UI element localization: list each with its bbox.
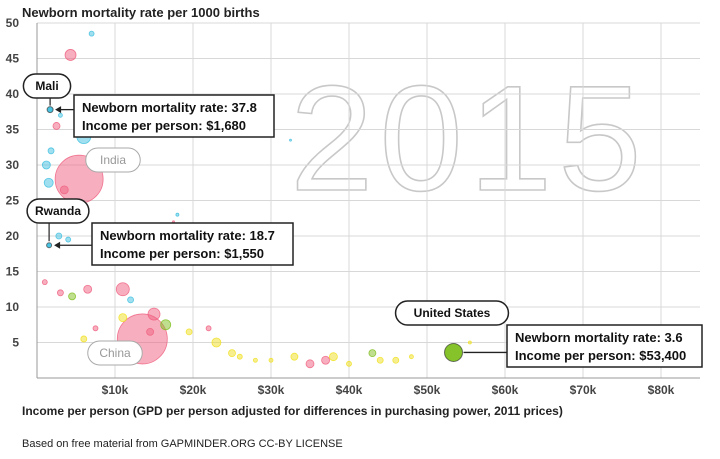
callouts: Mali Newborn mortality rate: 37.8 Income p… xyxy=(22,73,703,368)
data-point xyxy=(368,349,377,358)
data-point xyxy=(59,185,69,195)
y-tick-label: 35 xyxy=(6,123,20,137)
mali-arrow-head xyxy=(55,106,62,114)
data-point xyxy=(228,349,236,358)
data-point xyxy=(185,328,193,336)
data-point xyxy=(289,138,292,142)
rwanda-info-line: Newborn mortality rate: 18.7 xyxy=(100,228,275,243)
data-point xyxy=(252,357,258,363)
data-point xyxy=(236,353,243,360)
source-credit: Based on free material from GAPMINDER.OR… xyxy=(22,438,343,450)
data-point xyxy=(46,106,54,114)
data-point xyxy=(41,279,48,286)
data-point xyxy=(47,147,55,155)
y-tick-label: 10 xyxy=(6,300,20,314)
chart-title: Newborn mortality rate per 1000 births xyxy=(22,5,260,20)
y-axis: 5 10 15 20 25 30 35 40 45 50 xyxy=(6,16,20,350)
y-tick-label: 25 xyxy=(6,194,20,208)
china-pill xyxy=(87,340,143,366)
data-point xyxy=(58,112,63,118)
data-point xyxy=(290,352,299,361)
x-tick-label: $60k xyxy=(492,383,519,397)
united-states-label: United States xyxy=(414,306,491,320)
data-point xyxy=(92,325,99,332)
data-point xyxy=(408,354,414,360)
y-tick-label: 15 xyxy=(6,265,20,279)
data-point xyxy=(205,325,212,332)
united-states-info-line: Newborn mortality rate: 3.6 xyxy=(515,330,683,345)
y-tick-label: 40 xyxy=(6,87,20,101)
data-point xyxy=(467,340,472,345)
mali-info-line: Income per person: $1,680 xyxy=(82,118,246,133)
india-pill xyxy=(85,147,141,173)
data-point xyxy=(43,177,54,188)
y-tick-label: 30 xyxy=(6,158,20,172)
rwanda-pill xyxy=(26,198,90,224)
data-point xyxy=(46,242,53,249)
y-tick-label: 20 xyxy=(6,229,20,243)
rwanda-arrow-head xyxy=(54,241,61,249)
data-point xyxy=(321,355,331,365)
data-point xyxy=(376,356,384,364)
data-point xyxy=(55,232,63,240)
x-axis-label: Income per person (GPD per person adjust… xyxy=(22,404,563,418)
india-label: India xyxy=(100,153,126,167)
data-point xyxy=(118,313,128,323)
x-axis: $10k $20k $30k $40k $50k $60k $70k $80k xyxy=(102,383,675,397)
mali-info-box xyxy=(73,94,275,138)
data-point xyxy=(444,342,464,362)
united-states-info-box xyxy=(506,324,703,368)
data-point xyxy=(68,292,76,301)
data-point xyxy=(147,307,161,321)
y-tick-label: 5 xyxy=(12,336,19,350)
china-label: China xyxy=(99,346,131,360)
y-tick-label: 50 xyxy=(6,16,20,30)
data-point xyxy=(392,356,400,364)
mali-info-line: Newborn mortality rate: 37.8 xyxy=(82,100,257,115)
data-point xyxy=(268,357,274,363)
united-states-pill xyxy=(394,300,510,326)
data-point xyxy=(146,327,155,336)
rwanda-info-line: Income per person: $1,550 xyxy=(100,246,264,261)
data-point xyxy=(211,337,222,348)
rwanda-label: Rwanda xyxy=(35,204,81,218)
data-point xyxy=(115,282,130,297)
united-states-info-line: Income per person: $53,400 xyxy=(515,348,686,363)
mali-label: Mali xyxy=(35,79,58,93)
data-point xyxy=(41,160,51,170)
data-point xyxy=(305,359,315,369)
x-tick-label: $30k xyxy=(258,383,285,397)
data-point xyxy=(160,319,172,331)
rwanda-info-box xyxy=(91,222,294,266)
grid xyxy=(36,22,700,379)
x-tick-label: $70k xyxy=(570,383,597,397)
data-point xyxy=(52,122,61,130)
x-tick-label: $20k xyxy=(180,383,207,397)
y-tick-label: 45 xyxy=(6,52,20,66)
data-point xyxy=(83,284,93,294)
data-point xyxy=(57,289,64,297)
mali-pill xyxy=(22,73,72,99)
year-watermark: 2015 xyxy=(290,54,648,222)
x-tick-label: $80k xyxy=(648,383,675,397)
data-point xyxy=(88,30,95,37)
data-point xyxy=(328,352,338,362)
data-point xyxy=(65,236,72,243)
data-point xyxy=(127,296,135,304)
data-point xyxy=(80,335,88,343)
data-point xyxy=(175,212,180,217)
x-tick-label: $50k xyxy=(414,383,441,397)
x-tick-label: $10k xyxy=(102,383,129,397)
x-tick-label: $40k xyxy=(336,383,363,397)
data-point xyxy=(346,360,352,367)
data-point xyxy=(64,49,77,61)
